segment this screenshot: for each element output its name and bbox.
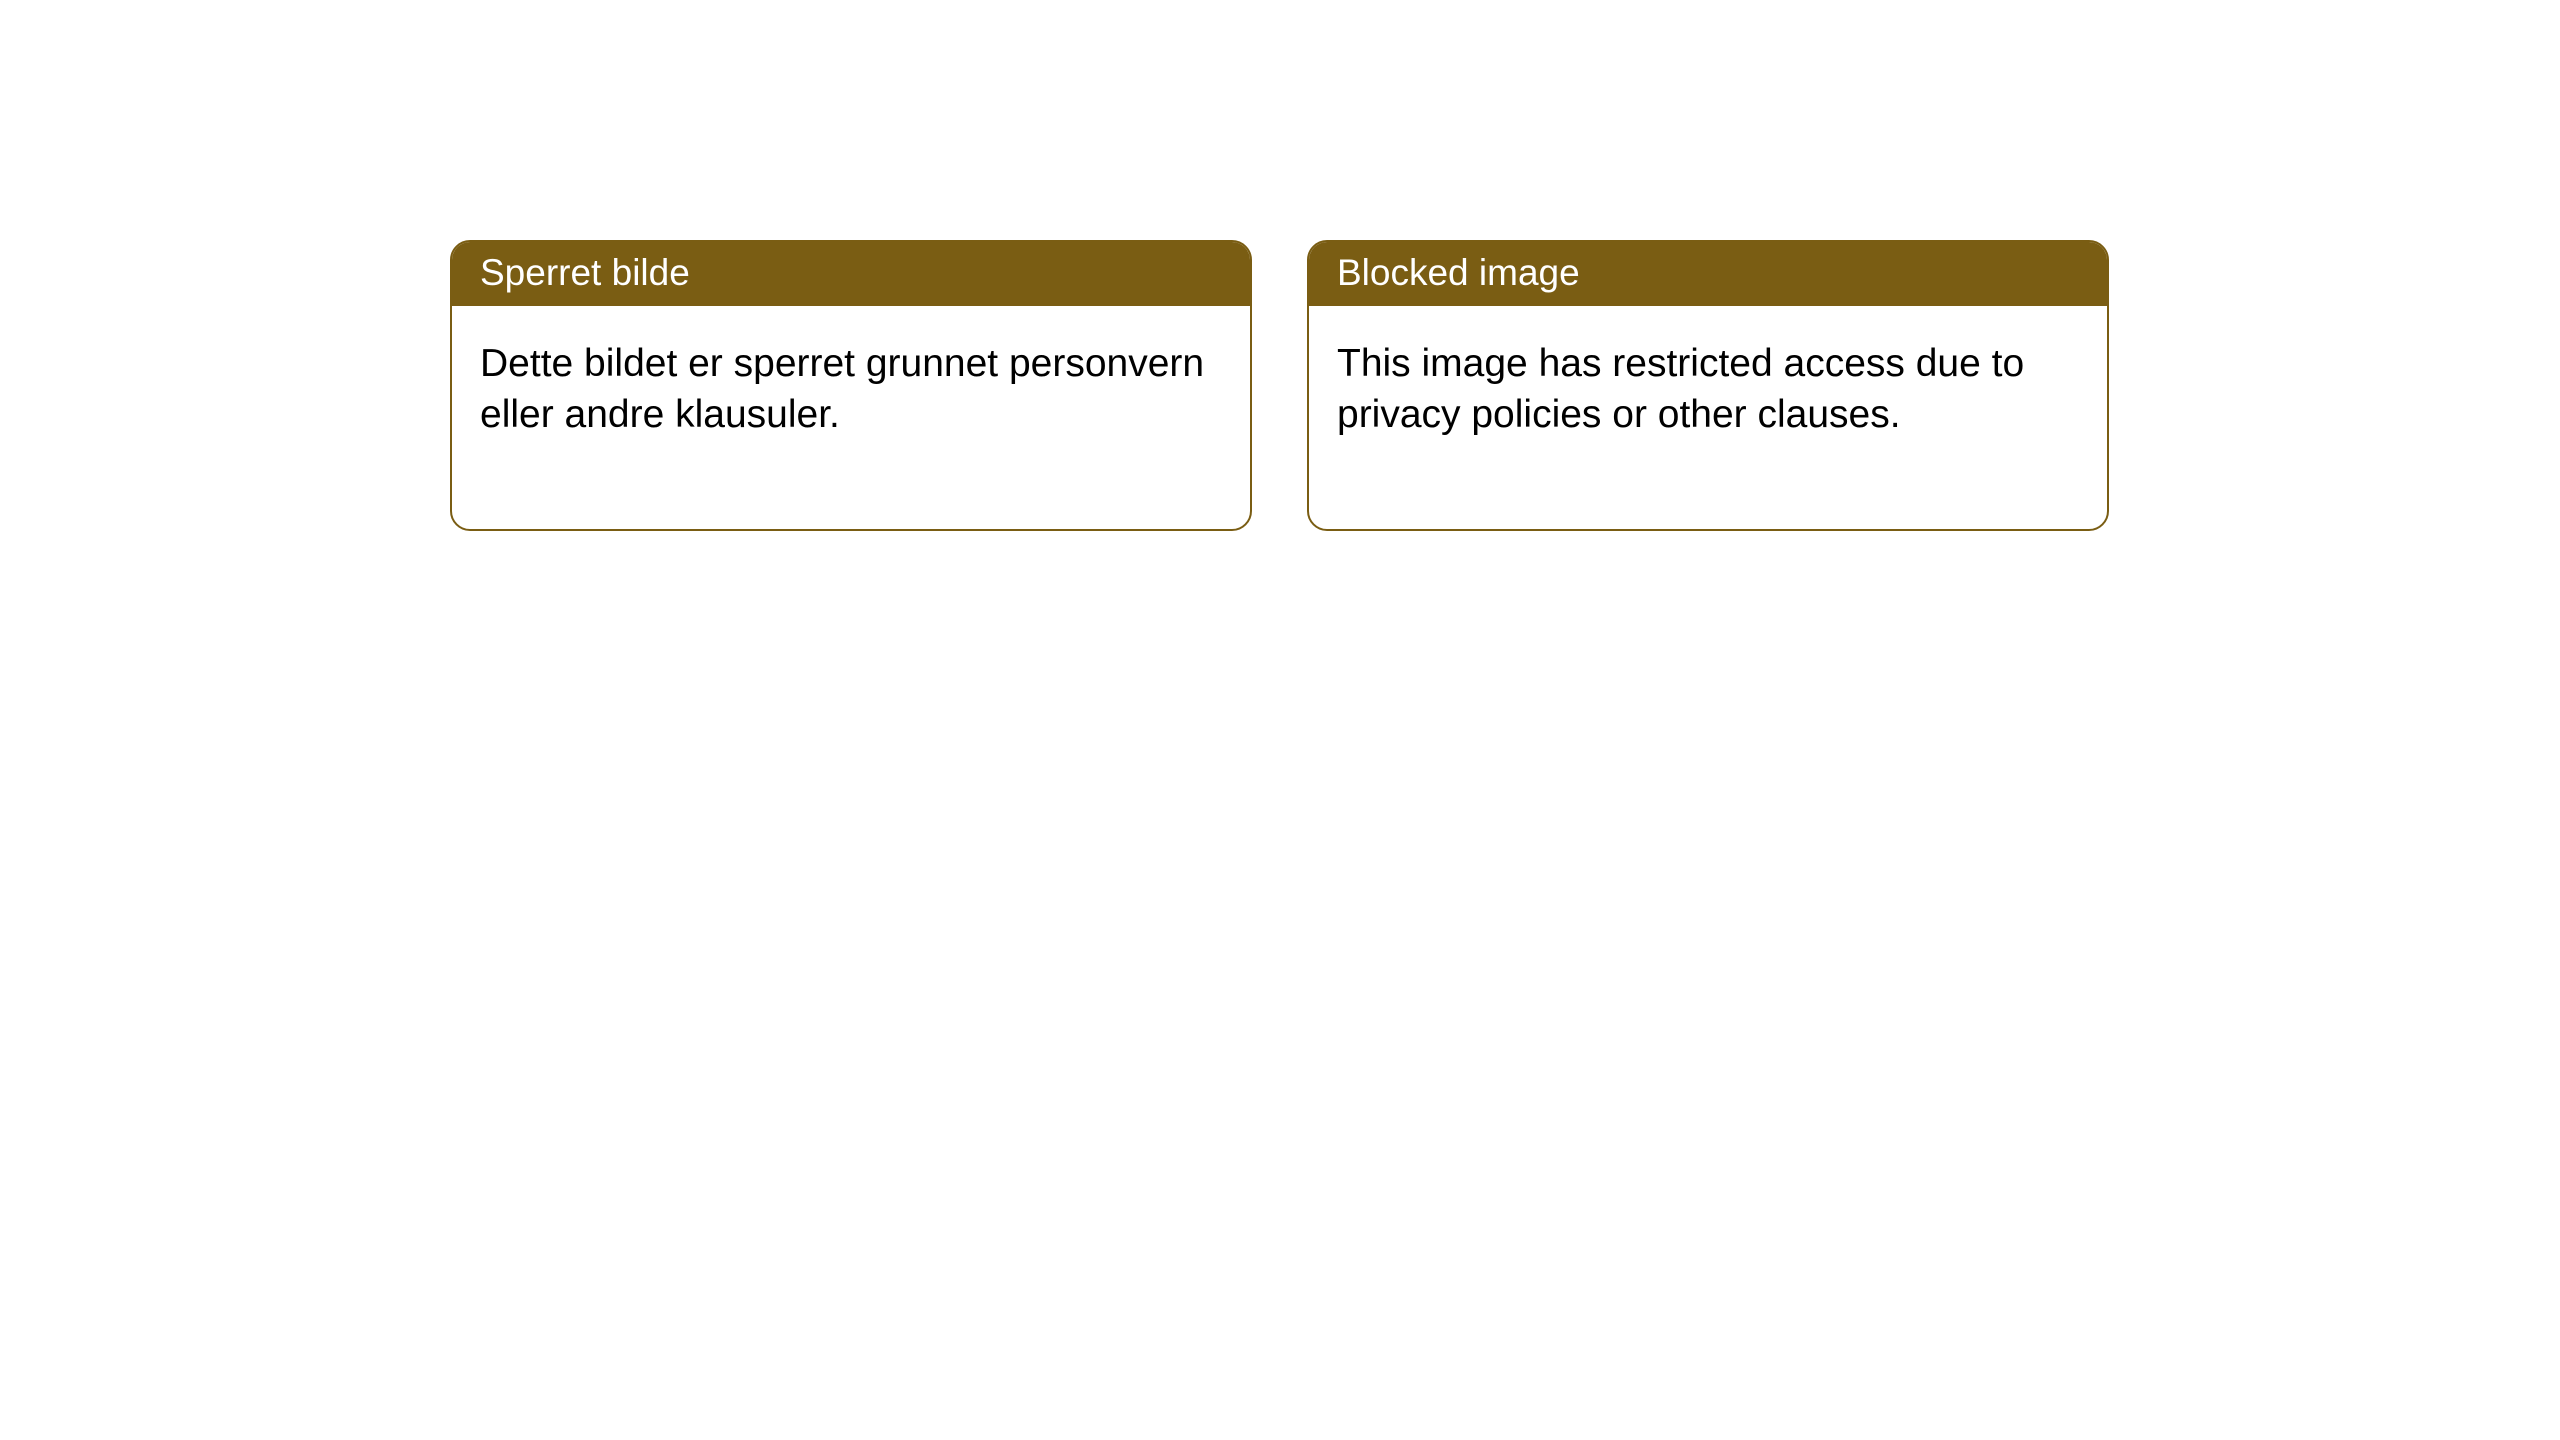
notice-box-norwegian: Sperret bilde Dette bildet er sperret gr… (450, 240, 1252, 531)
notice-box-english: Blocked image This image has restricted … (1307, 240, 2109, 531)
notice-header: Blocked image (1309, 242, 2107, 306)
notice-body-text: This image has restricted access due to … (1337, 342, 2024, 436)
notice-header: Sperret bilde (452, 242, 1250, 306)
notice-container: Sperret bilde Dette bildet er sperret gr… (450, 240, 2109, 531)
notice-body: This image has restricted access due to … (1309, 306, 2107, 529)
notice-body-text: Dette bildet er sperret grunnet personve… (480, 342, 1204, 436)
notice-body: Dette bildet er sperret grunnet personve… (452, 306, 1250, 529)
notice-title: Blocked image (1337, 252, 1580, 293)
notice-title: Sperret bilde (480, 252, 690, 293)
